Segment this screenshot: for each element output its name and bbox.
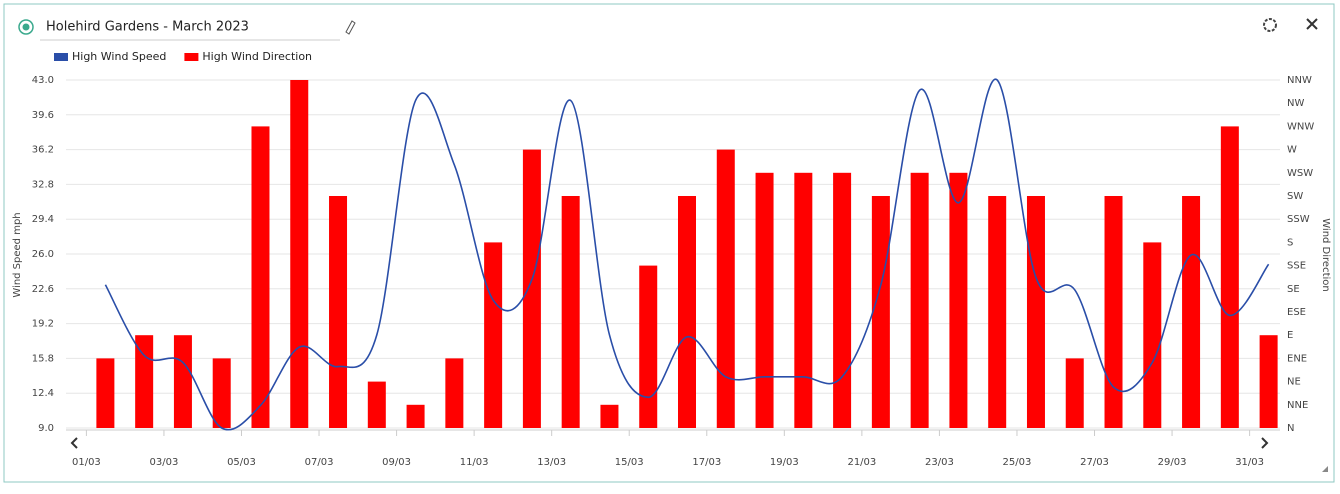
x-tick-label: 29/03 <box>1158 457 1187 468</box>
bar <box>1104 196 1123 428</box>
y-tick-label: 39.6 <box>32 110 54 121</box>
bar <box>522 149 541 428</box>
bar <box>600 404 619 428</box>
bar <box>1065 358 1084 428</box>
bar <box>561 196 580 428</box>
bar <box>96 358 115 428</box>
x-tick-label: 01/03 <box>72 457 101 468</box>
y2-tick-label: SSE <box>1287 261 1306 272</box>
y2-tick-label: SE <box>1287 284 1300 295</box>
bar <box>1026 196 1045 428</box>
y-axis-title: Wind Speed mph <box>12 212 23 297</box>
settings-icon[interactable] <box>1263 18 1277 32</box>
widget-title: Holehird Gardens - March 2023 <box>46 20 249 35</box>
status-dot <box>22 23 30 31</box>
bar <box>1182 196 1201 428</box>
y2-tick-label: NNW <box>1287 75 1312 86</box>
y-tick-label: 32.8 <box>32 179 54 190</box>
y-tick-label: 36.2 <box>32 145 54 156</box>
bar <box>173 335 192 428</box>
x-tick-label: 03/03 <box>150 457 179 468</box>
y2-tick-label: NE <box>1287 377 1301 388</box>
legend-label: High Wind Speed <box>72 50 166 63</box>
x-tick-label: 27/03 <box>1080 457 1109 468</box>
x-tick-label: 09/03 <box>382 457 411 468</box>
y2-tick-label: ENE <box>1287 353 1307 364</box>
y-tick-label: 43.0 <box>32 75 54 86</box>
y2-tick-label: NNE <box>1287 400 1308 411</box>
y2-axis-title: Wind Direction <box>1320 218 1331 292</box>
bar <box>678 196 696 428</box>
x-tick-label: 15/03 <box>615 457 644 468</box>
y-tick-label: 26.0 <box>32 249 54 260</box>
x-tick-label: 25/03 <box>1003 457 1032 468</box>
bar <box>794 172 813 428</box>
y-tick-label: 9.0 <box>38 423 54 434</box>
y-tick-label: 12.4 <box>32 388 54 399</box>
bar <box>406 404 425 428</box>
bar <box>1143 242 1162 428</box>
bar <box>833 172 852 428</box>
y2-tick-label: SW <box>1287 191 1303 202</box>
x-tick-label: 23/03 <box>925 457 954 468</box>
legend-label: High Wind Direction <box>202 50 312 63</box>
bar <box>484 242 503 428</box>
y2-tick-label: N <box>1287 423 1294 434</box>
resize-handle[interactable] <box>1322 466 1328 472</box>
bar <box>445 358 464 428</box>
bar <box>910 172 929 428</box>
bar <box>367 381 386 428</box>
x-tick-label: 21/03 <box>847 457 876 468</box>
bar <box>1259 335 1278 428</box>
x-tick-label: 07/03 <box>305 457 334 468</box>
x-tick-label: 17/03 <box>692 457 721 468</box>
bar <box>212 358 231 428</box>
bar <box>251 126 270 429</box>
bar <box>949 172 968 428</box>
legend-swatch <box>54 53 68 61</box>
line <box>104 78 1270 431</box>
x-tick-label: 13/03 <box>537 457 566 468</box>
card <box>3 3 1335 483</box>
bar <box>755 172 774 428</box>
x-tick-label: 19/03 <box>770 457 799 468</box>
bar <box>290 80 309 428</box>
y2-tick-label: S <box>1287 237 1293 248</box>
bar <box>639 265 658 428</box>
y-tick-label: 19.2 <box>32 319 54 330</box>
y2-tick-label: WSW <box>1287 168 1313 179</box>
x-tick-label: 31/03 <box>1235 457 1264 468</box>
close-icon[interactable] <box>1306 18 1318 30</box>
y2-tick-label: ESE <box>1287 307 1306 318</box>
y-tick-label: 29.4 <box>32 214 54 225</box>
y2-tick-label: E <box>1287 330 1293 341</box>
y-tick-label: 15.8 <box>32 353 54 364</box>
x-tick-label: 11/03 <box>460 457 489 468</box>
y2-tick-label: W <box>1287 145 1297 156</box>
y-tick-label: 22.6 <box>32 284 54 295</box>
bar <box>1220 126 1239 429</box>
scroll-right[interactable] <box>1261 437 1269 449</box>
bar <box>716 149 735 428</box>
legend-swatch <box>184 53 199 61</box>
bar <box>988 196 1007 428</box>
y2-tick-label: SSW <box>1287 214 1310 225</box>
bar <box>871 196 890 428</box>
bar <box>329 196 348 428</box>
y2-tick-label: NW <box>1287 98 1304 109</box>
edit-icon[interactable] <box>345 20 356 35</box>
x-tick-label: 05/03 <box>227 457 256 468</box>
y2-tick-label: WNW <box>1287 121 1314 132</box>
bar <box>135 335 154 428</box>
scroll-left[interactable] <box>70 437 78 449</box>
